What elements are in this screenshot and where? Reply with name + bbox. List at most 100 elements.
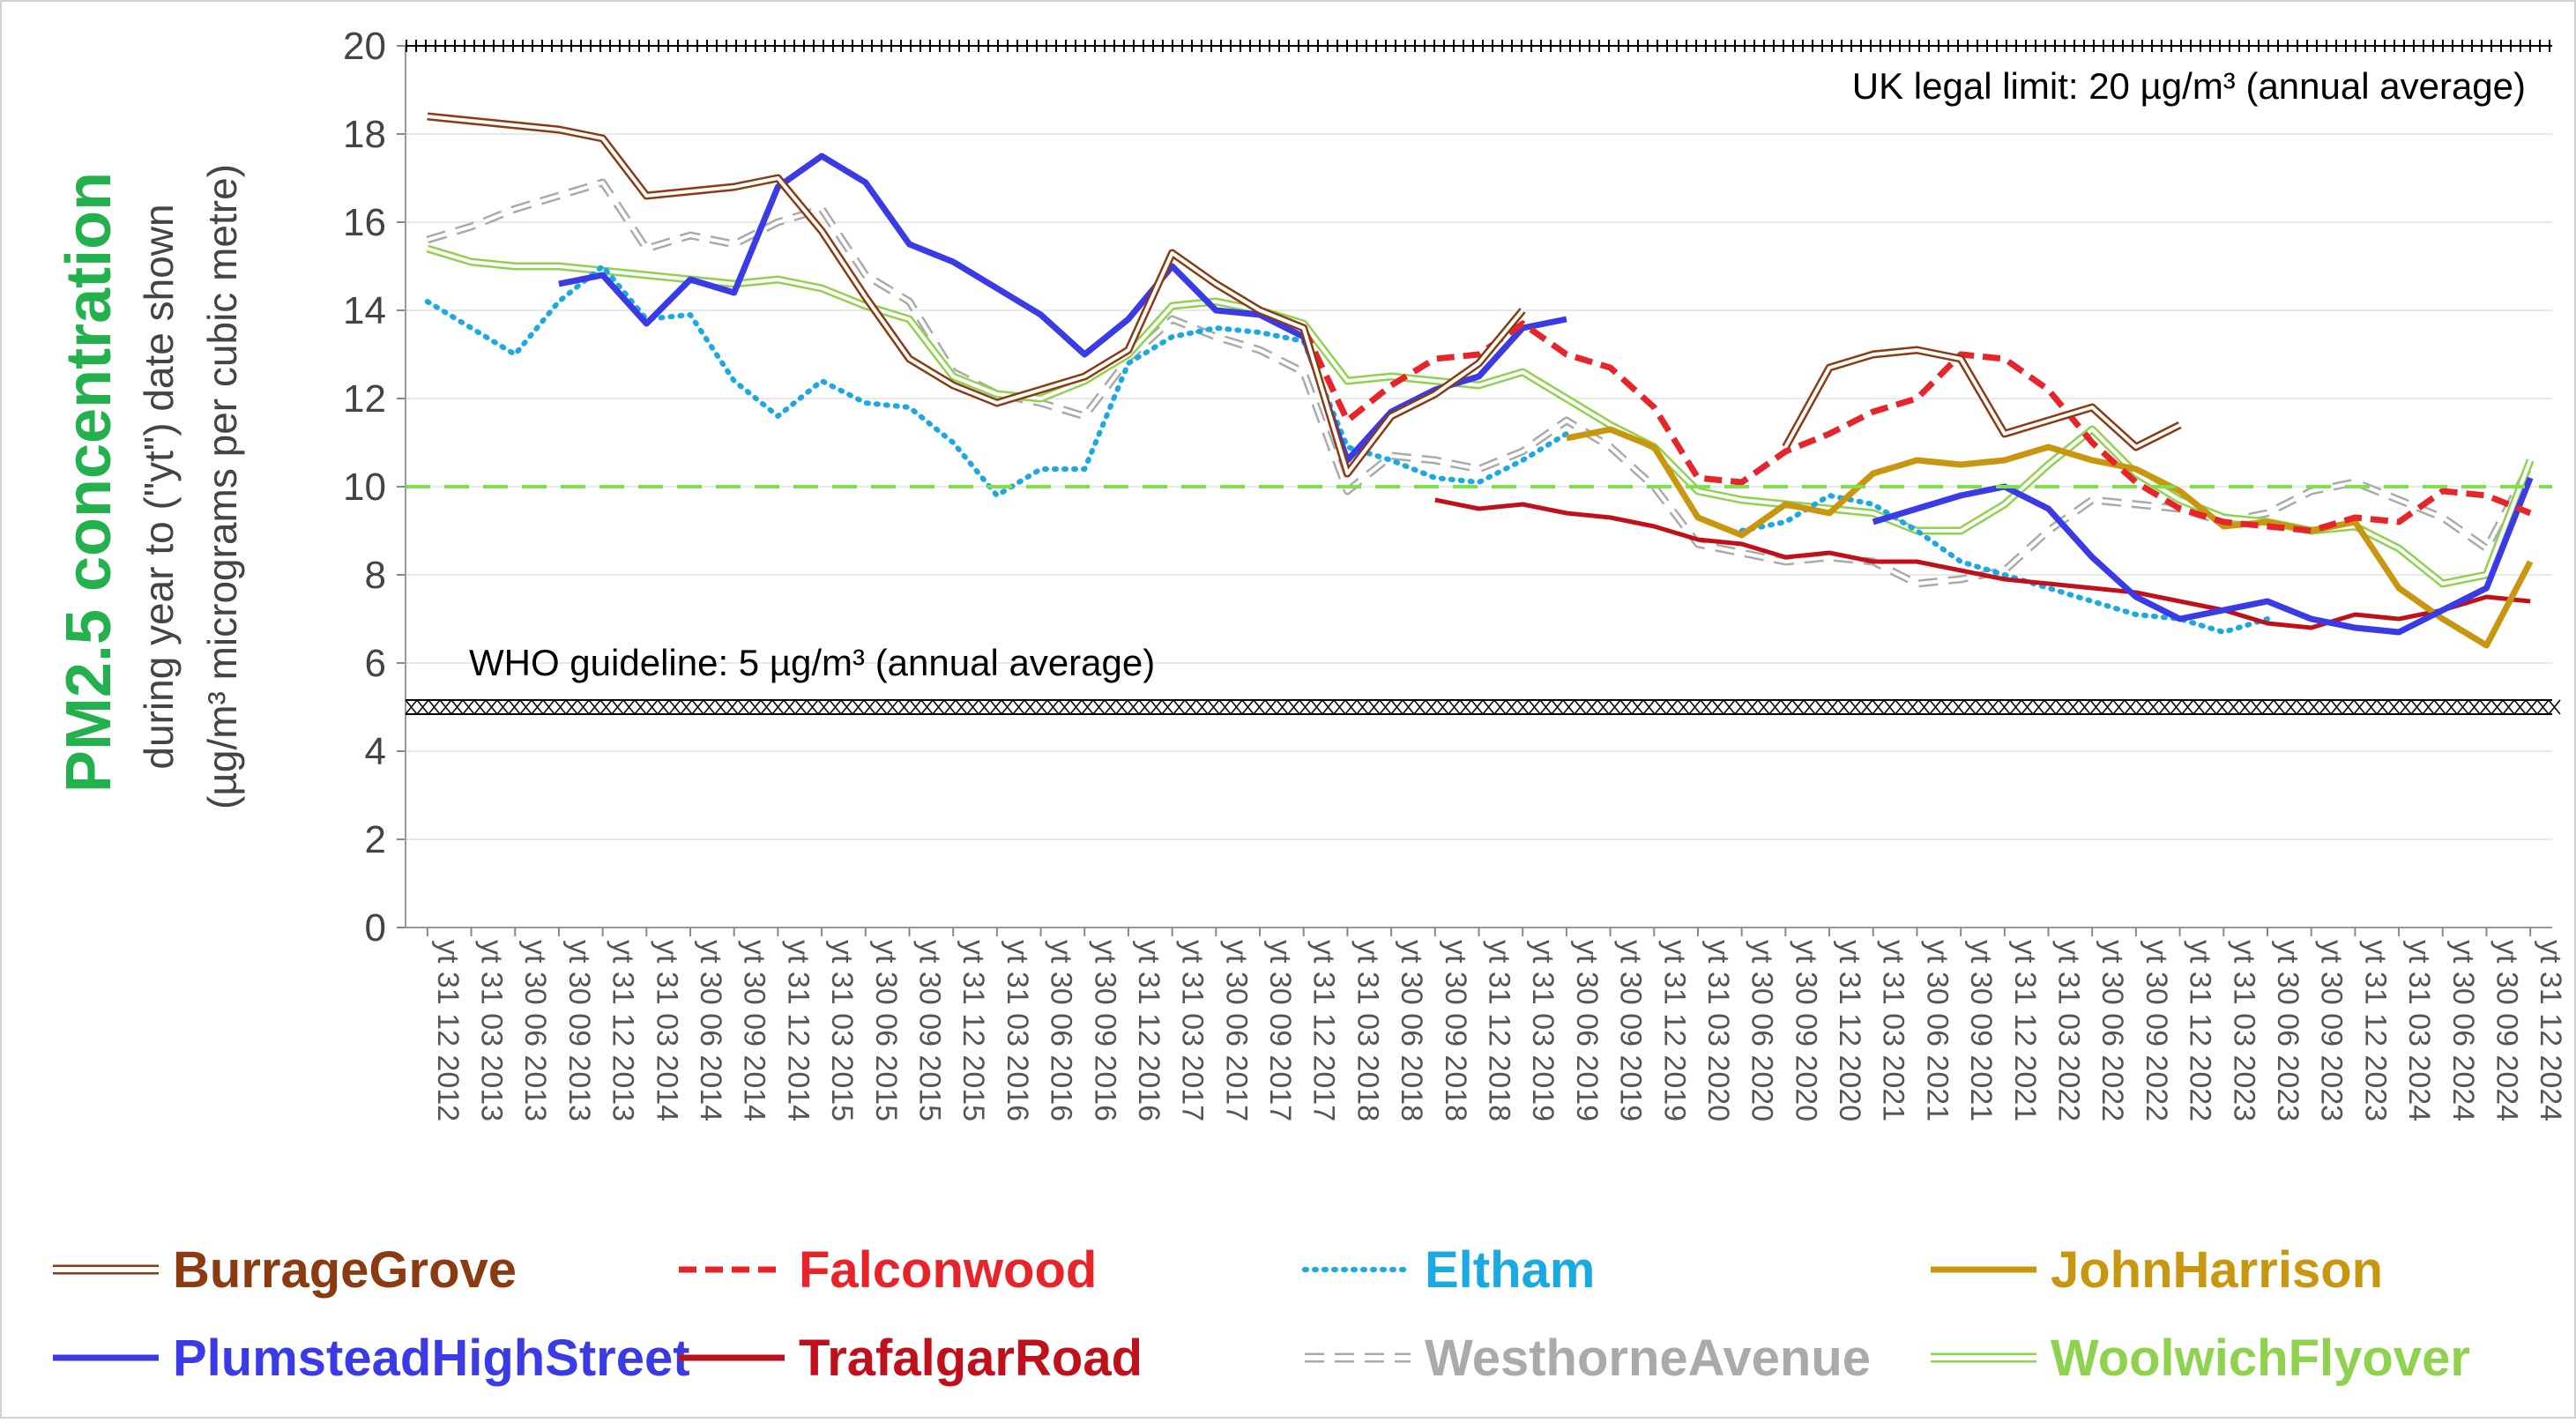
y-axis-title-sub1: during year to ("yt") date shown xyxy=(136,204,182,769)
x-tick-label: yt 30 09 2023 xyxy=(2315,940,2349,1121)
labels-layer: UK legal limit: 20 µg/m³ (annual average… xyxy=(54,40,2561,809)
x-tick-label: yt 30 09 2015 xyxy=(912,940,946,1121)
y-axis-title-sub2: (µg/m³ micrograms per cubic metre) xyxy=(199,164,245,809)
x-tick-label: yt 30 06 2013 xyxy=(518,940,552,1121)
x-tick-label: yt 30 09 2020 xyxy=(1789,940,1822,1121)
x-tick-label: yt 30 06 2021 xyxy=(1920,940,1954,1121)
legend-label-eltham: Eltham xyxy=(1425,1241,1595,1299)
y-tick-label-12: 12 xyxy=(343,377,386,421)
legend-item-johnharrison: JohnHarrison xyxy=(1931,1241,2383,1299)
x-tick-label: yt 31 12 2019 xyxy=(1657,940,1691,1121)
y-tick-label-20: 20 xyxy=(343,25,386,68)
x-tick-label: yt 31 12 2015 xyxy=(957,940,990,1121)
y-tick-label-6: 6 xyxy=(365,642,386,685)
y-tick-label-8: 8 xyxy=(365,554,386,597)
series-line-woolwichflyover-inner xyxy=(427,247,2533,585)
x-tick-label: yt 31 12 2014 xyxy=(781,940,815,1121)
x-tick-label: yt 31 03 2022 xyxy=(2052,940,2086,1121)
series-layer xyxy=(424,112,2535,649)
x-tick-label: yt 30 09 2018 xyxy=(1439,940,1472,1121)
x-tick-label: yt 30 06 2015 xyxy=(869,940,903,1121)
x-tick-label: yt 30 09 2024 xyxy=(2490,940,2523,1121)
x-tick-label: yt 31 03 2013 xyxy=(475,940,509,1121)
series-johnharrison xyxy=(1566,426,2534,649)
x-tick-label: yt 31 03 2019 xyxy=(1526,940,1560,1121)
x-tick-label: yt 30 06 2016 xyxy=(1045,940,1078,1121)
x-tick-label: yt 31 03 2015 xyxy=(825,940,859,1121)
y-axis-title-main: PM2.5 concentration xyxy=(54,172,124,793)
series-falconwood xyxy=(1300,320,2532,534)
x-tick-label: yt 31 12 2017 xyxy=(1307,940,1341,1121)
x-tick-label: yt 31 12 2024 xyxy=(2534,940,2567,1121)
x-tick-label: yt 30 09 2017 xyxy=(1263,940,1297,1121)
legend-item-plumsteadhighstreet: PlumsteadHighStreet xyxy=(53,1330,690,1387)
y-tick-label-16: 16 xyxy=(343,201,386,244)
x-tick-label: yt 30 09 2016 xyxy=(1088,940,1121,1121)
x-tick-label: yt 30 09 2014 xyxy=(738,940,771,1121)
x-tick-label: yt 30 09 2013 xyxy=(562,940,596,1121)
legend-label-trafalgarroad: TrafalgarRoad xyxy=(799,1330,1143,1387)
series-woolwichflyover xyxy=(426,244,2535,588)
series-line-falconwood xyxy=(1300,320,2532,534)
y-tick-label-14: 14 xyxy=(343,289,386,332)
x-tick-label: yt 31 12 2022 xyxy=(2184,940,2217,1121)
x-tick-label: yt 31 03 2021 xyxy=(1877,940,1910,1121)
x-tick-label: yt 30 09 2019 xyxy=(1614,940,1648,1121)
legend-item-falconwood: Falconwood xyxy=(679,1241,1097,1299)
x-tick-label: yt 30 09 2022 xyxy=(2140,940,2173,1121)
x-tick-label: yt 30 06 2020 xyxy=(1746,940,1779,1121)
legend-label-westhorneavenue: WesthorneAvenue xyxy=(1425,1330,1871,1387)
x-tick-label: yt 30 06 2023 xyxy=(2271,940,2304,1121)
series-line-trafalgarroad xyxy=(1434,497,2531,630)
y-tick-label-10: 10 xyxy=(343,466,386,509)
series-line-burragegrove-outer xyxy=(427,112,2182,478)
x-tick-label: yt 30 06 2017 xyxy=(1219,940,1253,1121)
series-eltham xyxy=(424,264,2270,635)
series-line-eltham xyxy=(424,264,2270,635)
x-tick-label: yt 31 03 2023 xyxy=(2227,940,2260,1121)
x-tick-label: yt 30 06 2024 xyxy=(2446,940,2480,1121)
x-tick-label: yt 31 03 2024 xyxy=(2402,940,2436,1121)
series-line-woolwichflyover-outer xyxy=(426,244,2535,588)
legend-label-woolwichflyover: WoolwichFlyover xyxy=(2051,1330,2470,1387)
legend-label-burragegrove: BurrageGrove xyxy=(173,1241,517,1299)
x-tick-label: yt 31 12 2021 xyxy=(2008,940,2042,1121)
grid-layer xyxy=(406,45,2552,840)
axes-layer: 0 2 4 6 8 10 12 14 16 18 20 yt 31 12 2012 yt 31 03 2… xyxy=(343,25,2567,1121)
legend-item-westhorneavenue: WesthorneAvenue xyxy=(1305,1330,1871,1387)
x-tick-label: yt 31 03 2018 xyxy=(1351,940,1384,1121)
x-tick-label: yt 31 12 2013 xyxy=(607,940,640,1121)
x-tick-label: yt 30 06 2018 xyxy=(1395,940,1428,1121)
x-tick-label: yt 31 12 2020 xyxy=(1833,940,1866,1121)
who-guideline-annotation: WHO guideline: 5 µg/m³ (annual average) xyxy=(469,642,1155,683)
legend-item-burragegrove: BurrageGrove xyxy=(53,1241,517,1299)
series-burragegrove xyxy=(427,112,2182,478)
x-tick-label: yt 31 03 2014 xyxy=(650,940,683,1121)
who-guideline-line xyxy=(405,699,2561,715)
x-tick-label: yt 30 09 2021 xyxy=(1964,940,1998,1121)
x-tick-label: yt 31 12 2018 xyxy=(1483,940,1516,1121)
y-tick-label-0: 0 xyxy=(365,906,386,950)
series-plumsteadhighstreet xyxy=(558,153,2534,636)
legend-label-johnharrison: JohnHarrison xyxy=(2051,1241,2383,1299)
legend-label-falconwood: Falconwood xyxy=(799,1241,1097,1299)
series-line-johnharrison xyxy=(1566,426,2534,649)
series-line-burragegrove-inner xyxy=(427,115,2181,475)
legend-label-plumsteadhighstreet: PlumsteadHighStreet xyxy=(173,1330,690,1387)
y-tick-label-18: 18 xyxy=(343,113,386,156)
x-tick-label: yt 31 12 2012 xyxy=(431,940,465,1121)
x-tick-label: yt 30 06 2019 xyxy=(1570,940,1604,1121)
legend-item-trafalgarroad: TrafalgarRoad xyxy=(679,1330,1143,1387)
x-tick-label: yt 31 03 2020 xyxy=(1701,940,1735,1121)
x-tick-label: yt 31 12 2016 xyxy=(1132,940,1165,1121)
x-tick-label: yt 30 06 2022 xyxy=(2096,940,2129,1121)
x-tick-label: yt 31 03 2017 xyxy=(1176,940,1210,1121)
legend-item-woolwichflyover: WoolwichFlyover xyxy=(1931,1330,2470,1387)
series-line-plumsteadhighstreet xyxy=(558,153,2534,636)
legend-item-eltham: Eltham xyxy=(1302,1241,1595,1299)
series-trafalgarroad xyxy=(1434,497,2531,630)
who-line-crosshatch xyxy=(405,699,2561,715)
y-tick-label-4: 4 xyxy=(365,730,386,773)
